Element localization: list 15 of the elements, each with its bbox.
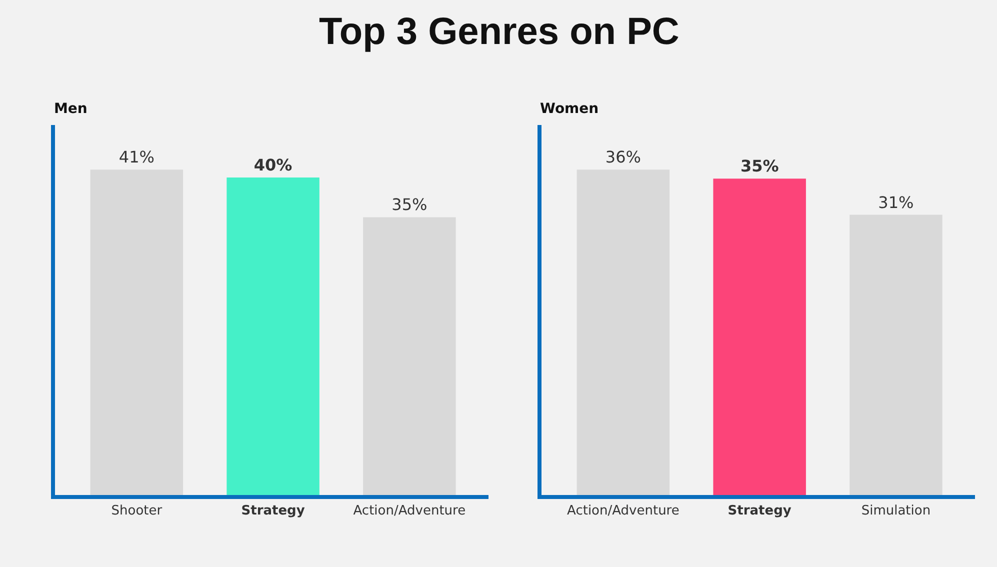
x-tick-label: Strategy (728, 504, 792, 519)
x-tick-label: Strategy (241, 504, 306, 519)
data-label: 31% (878, 192, 914, 212)
data-label: 41% (118, 148, 154, 167)
data-label: 35% (392, 195, 428, 214)
x-tick-label: Simulation (861, 504, 931, 519)
data-label: 35% (740, 156, 779, 176)
x-tick-label: Action/Adventure (567, 504, 680, 519)
data-label: 36% (605, 148, 641, 167)
x-tick-label: Action/Adventure (353, 504, 466, 519)
x-tick-label: Shooter (111, 504, 163, 519)
data-label: 40% (254, 156, 292, 175)
y-axis-title: Women (540, 101, 599, 117)
chart-title: Top 3 Genres on PC (319, 11, 680, 53)
y-axis-title: Men (54, 101, 88, 117)
